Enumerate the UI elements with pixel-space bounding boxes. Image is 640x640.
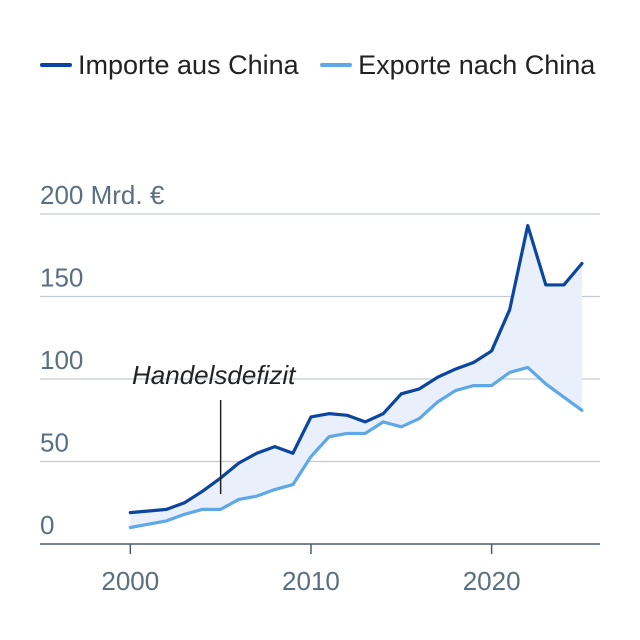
- y-tick-label: 50: [40, 428, 69, 458]
- y-unit-label: 200 Mrd. €: [40, 180, 165, 210]
- legend-label-imports: Importe aus China: [78, 50, 299, 80]
- legend-swatch-imports: [40, 62, 72, 67]
- y-tick-label: 150: [40, 263, 83, 293]
- annotation: Handelsdefizit: [132, 360, 297, 494]
- legend-label-exports: Exporte nach China: [358, 50, 596, 80]
- legend: Importe aus China Exporte nach China: [40, 44, 620, 87]
- legend-item-exports: Exporte nach China: [320, 50, 595, 80]
- y-tick-label: 100: [40, 345, 83, 375]
- annotation-label: Handelsdefizit: [132, 360, 297, 390]
- y-tick-label: 0: [40, 510, 54, 540]
- legend-swatch-exports: [320, 62, 353, 67]
- series-lines: [128, 223, 584, 530]
- series-line-exports: [128, 365, 584, 530]
- tick-labels: 0 50 100 150 200 Mrd. € 2000 2010 2020: [40, 180, 521, 596]
- x-tick-label: 2020: [463, 566, 521, 596]
- grid-lines: [40, 213, 600, 463]
- x-tick-label: 2000: [101, 566, 159, 596]
- legend-item-imports: Importe aus China: [40, 50, 299, 80]
- x-axis: [40, 543, 600, 554]
- series-line-imports: [128, 223, 584, 515]
- x-tick-label: 2010: [282, 566, 340, 596]
